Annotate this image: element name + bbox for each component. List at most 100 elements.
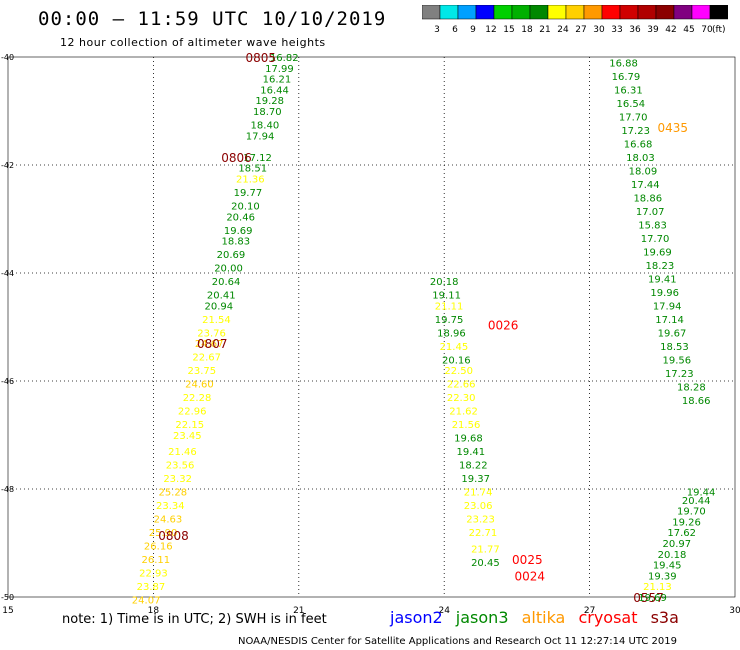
swh-value: 17.12 bbox=[243, 153, 272, 164]
legend-label: 6 bbox=[452, 25, 458, 35]
swh-value: 23.76 bbox=[197, 328, 226, 339]
swh-value: 24.63 bbox=[154, 515, 183, 526]
swh-value: 19.28 bbox=[255, 96, 284, 107]
swh-value: 16.68 bbox=[624, 139, 653, 150]
swh-value: 18.03 bbox=[626, 153, 655, 164]
mission-altika: altika bbox=[521, 608, 566, 627]
swh-value: 16.79 bbox=[612, 72, 641, 83]
swh-value: 22.30 bbox=[447, 393, 476, 404]
swh-value: 19.44 bbox=[687, 488, 716, 499]
x-tick-label: 30 bbox=[729, 606, 740, 616]
swh-value: 18.83 bbox=[221, 237, 250, 248]
swh-value: 24.67 bbox=[195, 339, 224, 350]
swh-value: 18.96 bbox=[437, 328, 466, 339]
swh-value: 26.16 bbox=[144, 542, 173, 553]
swh-value: 17.23 bbox=[665, 369, 694, 380]
swh-value: 17.62 bbox=[667, 528, 696, 539]
swh-value: 17.07 bbox=[636, 207, 665, 218]
legend-label: 70 bbox=[701, 25, 713, 35]
swh-value: 20.10 bbox=[231, 202, 260, 213]
swh-value: 17.70 bbox=[619, 112, 648, 123]
swh-value: 20.00 bbox=[214, 264, 243, 275]
swh-value: 20.18 bbox=[658, 550, 687, 561]
pass-time-label: 0557 bbox=[633, 591, 664, 605]
swh-value: 18.40 bbox=[251, 121, 280, 132]
pass-time-label: 0807 bbox=[197, 337, 228, 351]
mission-legend: jason2 jason3 altika cryosat s3a bbox=[390, 608, 679, 627]
swh-value: 18.09 bbox=[629, 166, 658, 177]
swh-value: 21.45 bbox=[440, 342, 469, 353]
swh-value: 21.46 bbox=[168, 447, 197, 458]
swh-value: 18.53 bbox=[660, 342, 689, 353]
pass-time-label: 0805 bbox=[245, 51, 276, 65]
legend-label: 42 bbox=[665, 25, 676, 35]
swh-value: 20.97 bbox=[663, 539, 692, 550]
mission-jason2: jason2 bbox=[390, 608, 443, 627]
swh-value: 21.74 bbox=[464, 488, 493, 499]
swh-value: 19.69 bbox=[638, 593, 667, 604]
x-tick-label: 24 bbox=[438, 606, 450, 616]
swh-value: 17.44 bbox=[631, 180, 660, 191]
swh-value: 18.70 bbox=[253, 107, 282, 118]
swh-value: 16.82 bbox=[270, 53, 299, 64]
swh-value: 17.70 bbox=[641, 234, 670, 245]
swh-value: 21.62 bbox=[449, 407, 478, 418]
swh-value: 19.39 bbox=[648, 571, 677, 582]
x-tick-label: 21 bbox=[293, 606, 304, 616]
swh-value: 15.83 bbox=[638, 220, 667, 231]
swh-value: 18.51 bbox=[238, 164, 267, 175]
swh-value: 16.44 bbox=[260, 85, 289, 96]
swh-value: 23.56 bbox=[166, 461, 195, 472]
track-layer: 16.8217.9916.2116.4419.2818.7018.4017.94… bbox=[132, 51, 716, 607]
swh-value: 17.99 bbox=[265, 64, 294, 75]
swh-value: 19.70 bbox=[677, 507, 706, 518]
legend-label: 24 bbox=[557, 25, 569, 35]
swh-value: 16.31 bbox=[614, 85, 643, 96]
swh-value: 23.32 bbox=[163, 474, 192, 485]
swh-value: 17.23 bbox=[621, 126, 650, 137]
legend-label: 39 bbox=[647, 25, 659, 35]
swh-value: 17.94 bbox=[246, 131, 275, 142]
swh-value: 19.26 bbox=[672, 517, 701, 528]
swh-value: 18.86 bbox=[633, 193, 662, 204]
chart-title: 00:00 – 11:59 UTC 10/10/2019 bbox=[38, 8, 387, 30]
pass-time-label: 0025 bbox=[512, 553, 543, 567]
chart-subtitle: 12 hour collection of altimeter wave hei… bbox=[60, 36, 326, 49]
mission-jason3: jason3 bbox=[455, 608, 509, 627]
legend-label: 27 bbox=[575, 25, 586, 35]
swh-value: 24.60 bbox=[185, 380, 214, 391]
swh-value: 20.45 bbox=[471, 558, 500, 569]
swh-value: 16.21 bbox=[263, 75, 292, 86]
swh-value: 18.22 bbox=[459, 461, 488, 472]
swh-value: 18.28 bbox=[677, 382, 706, 393]
plot-frame bbox=[7, 56, 736, 598]
swh-value: 19.41 bbox=[648, 274, 677, 285]
swh-value: 19.11 bbox=[432, 291, 461, 302]
legend-label: 33 bbox=[611, 25, 622, 35]
legend-swatch bbox=[709, 5, 728, 20]
swh-value: 17.14 bbox=[655, 315, 684, 326]
legend-label: 3 bbox=[434, 25, 440, 35]
color-legend: 3 6 9 12 15 18 21 24 27 30 33 36 39 42 45 70 (ft) bbox=[422, 5, 728, 35]
swh-value: 19.67 bbox=[658, 328, 687, 339]
swh-value: 19.56 bbox=[663, 355, 692, 366]
swh-value: 21.11 bbox=[435, 301, 464, 312]
swh-value: 20.64 bbox=[212, 277, 241, 288]
swh-value: 17.94 bbox=[653, 301, 682, 312]
legend-label: 36 bbox=[629, 25, 641, 35]
swh-value: 22.67 bbox=[192, 353, 221, 364]
legend-label: 15 bbox=[503, 25, 514, 35]
swh-value: 21.56 bbox=[452, 420, 481, 431]
x-tick-label: 15 bbox=[2, 606, 13, 616]
swh-value: 24.07 bbox=[132, 596, 161, 607]
swh-value: 22.50 bbox=[444, 366, 473, 377]
legend-label: 30 bbox=[593, 25, 605, 35]
swh-value: 22.96 bbox=[178, 407, 207, 418]
pass-time-label: 0435 bbox=[657, 121, 688, 135]
swh-value: 21.36 bbox=[236, 175, 265, 186]
y-tick-label: -44 bbox=[1, 269, 14, 278]
swh-value: 23.23 bbox=[466, 515, 495, 526]
credit-line: NOAA/NESDIS Center for Satellite Applica… bbox=[238, 636, 677, 647]
y-tick-label: -46 bbox=[1, 377, 14, 386]
swh-value: 23.06 bbox=[464, 501, 493, 512]
